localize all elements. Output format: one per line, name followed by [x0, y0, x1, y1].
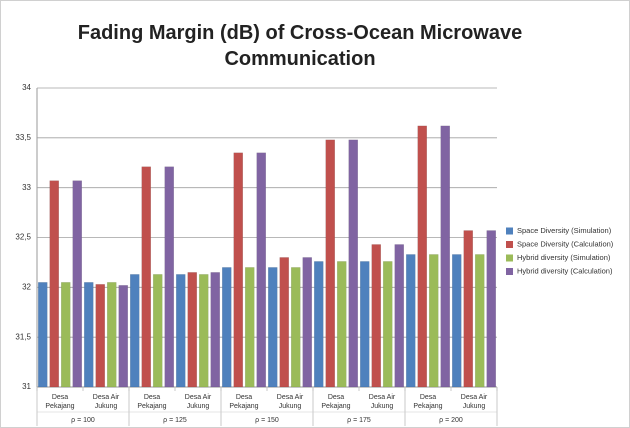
x-tick-label-box: Desa Air Jukung	[276, 394, 304, 410]
bar	[199, 274, 209, 388]
bar	[394, 244, 404, 388]
bar	[475, 254, 485, 388]
bar	[84, 282, 94, 388]
bar	[452, 254, 462, 388]
x-tick-label: Desa Pekajang	[321, 394, 351, 410]
bar	[256, 152, 266, 388]
chart-title: Fading Margin (dB) of Cross-Ocean Microw…	[78, 22, 523, 70]
legend-label: Hybrid diversity (Calculation)	[517, 266, 613, 275]
legend-swatch	[506, 241, 513, 248]
x-tick-label-box: Desa Air Jukung	[92, 394, 120, 410]
bar	[348, 139, 358, 388]
bar	[383, 261, 393, 388]
bar	[107, 282, 117, 388]
group-label: ρ = 125	[163, 417, 187, 424]
bar	[325, 139, 335, 388]
bar	[314, 261, 324, 388]
bar	[279, 257, 289, 388]
x-tick-label-box: Desa Pekajang	[229, 394, 259, 410]
bar	[141, 166, 151, 388]
bar	[463, 230, 473, 388]
bar	[72, 180, 82, 388]
bar	[153, 274, 163, 388]
bar	[429, 254, 439, 388]
legend-label: Space Diversity (Simulation)	[517, 226, 612, 235]
bar	[406, 254, 416, 388]
bar	[268, 267, 278, 388]
bar	[176, 274, 186, 388]
legend-swatch	[506, 268, 513, 275]
bar	[486, 230, 496, 388]
bar	[38, 282, 48, 388]
bar	[61, 282, 71, 388]
bar	[49, 180, 59, 388]
legend-swatch	[506, 254, 513, 262]
bar	[291, 267, 301, 388]
x-tick-label-box: Desa Pekajang	[413, 394, 443, 410]
bar	[371, 244, 381, 388]
legend-label: Space Diversity (Calculation)	[517, 239, 614, 248]
bar	[440, 125, 450, 388]
bar	[233, 152, 243, 388]
x-tick-label-box: Desa Air Jukung	[184, 394, 212, 410]
x-tick-label: Desa Pekajang	[229, 394, 259, 410]
x-tick-label: Desa Pekajang	[137, 394, 167, 410]
x-tick-label-box: Desa Pekajang	[321, 394, 351, 410]
y-tick-label: 32	[22, 282, 31, 291]
group-label: ρ = 175	[347, 417, 371, 424]
bar	[130, 274, 140, 388]
group-label: ρ = 150	[255, 417, 279, 424]
y-tick-label: 31,5	[15, 332, 31, 341]
x-tick-label: Desa Air Jukung	[368, 394, 396, 410]
x-tick-label: Desa Air Jukung	[276, 394, 304, 410]
bar	[210, 272, 220, 388]
group-label: ρ = 100	[71, 417, 95, 424]
y-tick-label: 33	[22, 183, 31, 192]
y-tick-label: 33,5	[15, 133, 31, 142]
bar	[302, 257, 312, 388]
bar	[187, 272, 197, 388]
x-tick-label: Desa Air Jukung	[460, 394, 488, 410]
bar	[245, 267, 255, 388]
x-tick-label-box: Desa Air Jukung	[368, 394, 396, 410]
bar	[360, 261, 370, 388]
x-tick-label: Desa Air Jukung	[92, 394, 120, 410]
group-label: ρ = 200	[439, 417, 463, 424]
bar	[118, 285, 128, 388]
bar	[95, 284, 105, 388]
bar	[222, 267, 232, 388]
x-tick-label: Desa Pekajang	[45, 394, 75, 410]
legend-swatch	[506, 227, 513, 235]
bar	[164, 166, 174, 388]
x-tick-label-box: Desa Pekajang	[45, 394, 75, 410]
x-tick-label: Desa Air Jukung	[184, 394, 212, 410]
x-tick-label: Desa Pekajang	[413, 394, 443, 410]
legend-label: Hybrid diversity (Simulation)	[517, 253, 611, 262]
x-tick-label-box: Desa Pekajang	[137, 394, 167, 410]
bar	[417, 125, 427, 388]
y-tick-label: 34	[22, 83, 31, 92]
y-tick-label: 32,5	[15, 233, 31, 242]
y-tick-label: 31	[22, 382, 31, 391]
bar	[337, 261, 347, 388]
x-tick-label-box: Desa Air Jukung	[460, 394, 488, 410]
